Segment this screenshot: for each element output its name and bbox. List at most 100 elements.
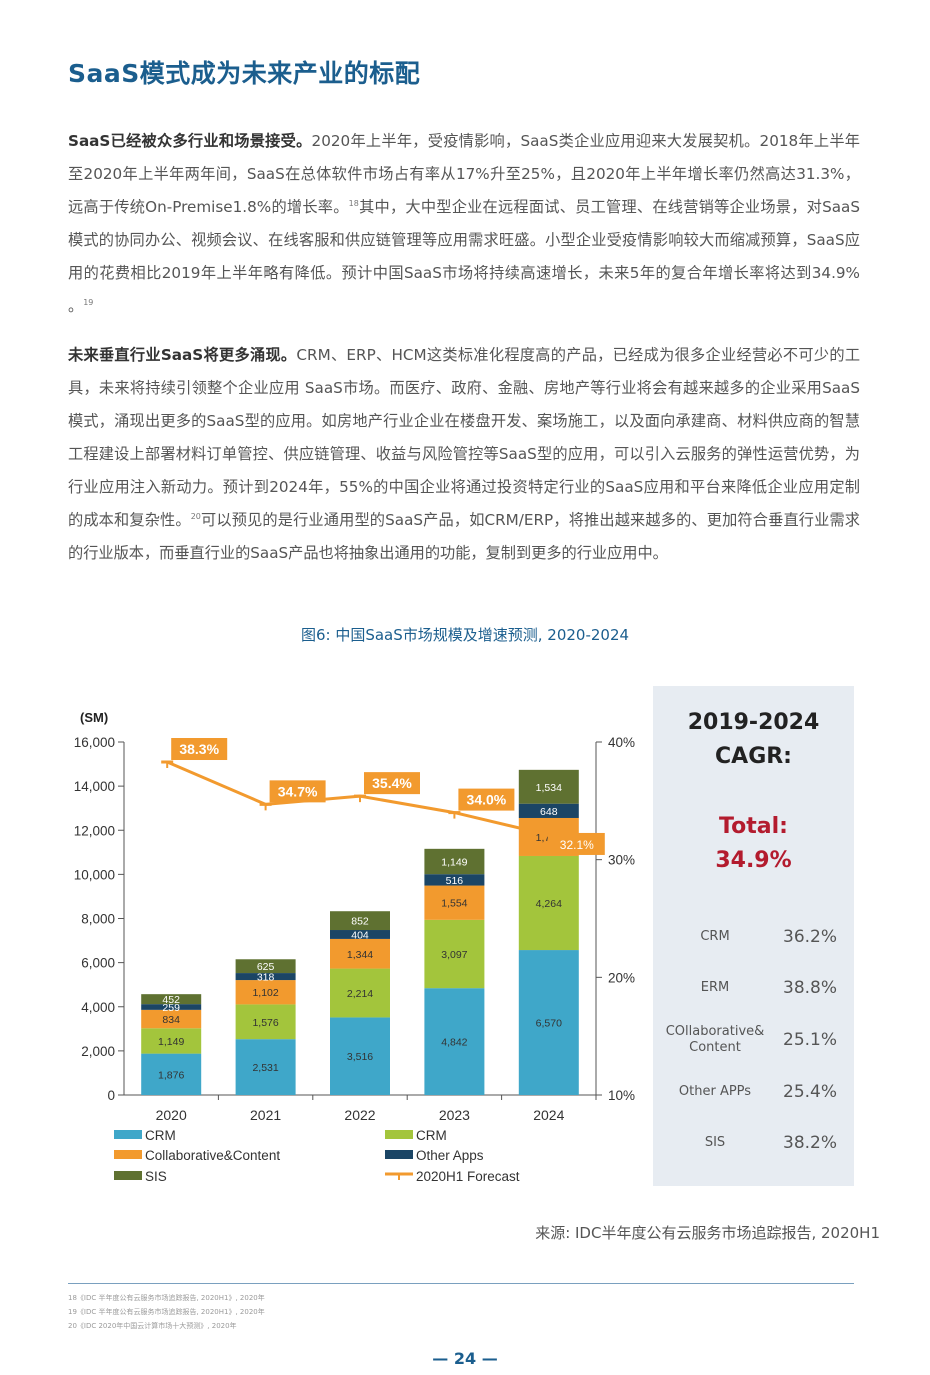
paragraph-lead: SaaS已经被众多行业和场景接受。 bbox=[68, 132, 312, 150]
bar-segment-1 bbox=[424, 919, 485, 989]
bar-data-label: 4,842 bbox=[441, 1037, 467, 1049]
paragraph-2: 未来垂直行业SaaS将更多涌现。CRM、ERP、HCM这类标准化程度高的产品，已… bbox=[68, 339, 860, 570]
growth-data-label: 38.3% bbox=[179, 741, 219, 757]
bar-data-label: 1,554 bbox=[441, 898, 467, 910]
bar-segment-1 bbox=[235, 1004, 296, 1040]
bar-data-label: 648 bbox=[540, 806, 558, 818]
cagr-row-crm: CRM 36.2% bbox=[653, 918, 854, 958]
footnote-ref[interactable]: 20 bbox=[190, 511, 201, 521]
y-tick-label-left: 16,000 bbox=[74, 735, 115, 750]
paragraph-text: 其中，大中型企业在远程面试、员工管理、在线营销等企业场景，对SaaS模式的协同办… bbox=[68, 198, 860, 315]
x-tick-label: 2020 bbox=[156, 1107, 187, 1123]
footnote-divider bbox=[68, 1283, 854, 1284]
bar-segment-0 bbox=[424, 988, 485, 1095]
y-tick-label-left: 6,000 bbox=[81, 956, 115, 971]
y-tick-label-right: 10% bbox=[608, 1088, 635, 1103]
y-tick-label-left: 0 bbox=[107, 1088, 115, 1103]
legend-swatch bbox=[114, 1171, 142, 1180]
y-tick-label-right: 40% bbox=[608, 735, 635, 750]
page-title: SaaS模式成为未来产业的标配 bbox=[68, 59, 421, 88]
bar-segment-3 bbox=[518, 803, 579, 818]
bar-data-label: 1,876 bbox=[158, 1069, 184, 1081]
cagr-title: 2019-2024 CAGR: bbox=[653, 706, 854, 774]
growth-data-label: 34.7% bbox=[278, 783, 318, 799]
legend-label: Collaborative&Content bbox=[145, 1148, 280, 1163]
bar-segment-4 bbox=[424, 848, 485, 875]
legend-label: SIS bbox=[145, 1169, 167, 1184]
bar-data-label: 452 bbox=[162, 994, 180, 1006]
y-axis-unit-label: (SM) bbox=[80, 710, 108, 725]
bar-segment-4 bbox=[141, 994, 202, 1005]
bar-segment-0 bbox=[141, 1053, 202, 1095]
bar-segment-4 bbox=[330, 911, 390, 931]
cagr-row-value: 25.1% bbox=[783, 1030, 838, 1050]
growth-label-bg bbox=[548, 832, 605, 855]
cagr-total-value: 34.9% bbox=[715, 848, 792, 873]
footnote-19: 19《IDC 半年度公有云服务市场追踪报告, 2020H1》, 2020年 bbox=[68, 1308, 265, 1316]
footnote-18: 18《IDC 半年度公有云服务市场追踪报告, 2020H1》, 2020年 bbox=[68, 1294, 265, 1302]
cagr-row-label: Other APPs bbox=[678, 1084, 752, 1099]
paragraph-1: SaaS已经被众多行业和场景接受。2020年上半年，受疫情影响，SaaS类企业应… bbox=[68, 125, 860, 323]
growth-data-label: 32.1% bbox=[560, 838, 594, 852]
bar-data-label: 852 bbox=[351, 916, 369, 928]
bar-segment-0 bbox=[330, 1017, 390, 1095]
source-note: 来源: IDC半年度公有云服务市场追踪报告, 2020H1 bbox=[535, 1224, 880, 1242]
legend-label: CRM bbox=[145, 1128, 176, 1143]
growth-label-bg bbox=[269, 780, 326, 803]
y-tick-label-right: 30% bbox=[608, 853, 635, 868]
bar-segment-0 bbox=[518, 950, 579, 1095]
x-tick-label: 2024 bbox=[533, 1107, 564, 1123]
cagr-row-label: CRM bbox=[700, 929, 730, 944]
x-tick-label: 2021 bbox=[250, 1107, 281, 1123]
bar-segment-1 bbox=[518, 855, 579, 951]
legend-label: 2020H1 Forecast bbox=[416, 1169, 520, 1184]
bar-data-label: 2,531 bbox=[252, 1062, 278, 1074]
y-tick-label-left: 14,000 bbox=[74, 779, 115, 794]
cagr-row-other-apps: Other APPs 25.4% bbox=[653, 1073, 854, 1113]
legend-label: CRM bbox=[416, 1128, 447, 1143]
bar-data-label: 1,102 bbox=[252, 987, 278, 999]
growth-label-bg bbox=[458, 788, 515, 811]
growth-label-bg bbox=[364, 772, 420, 795]
footnote-ref[interactable]: 19 bbox=[83, 297, 94, 307]
bar-data-label: 625 bbox=[257, 961, 275, 973]
bar-segment-2 bbox=[330, 938, 390, 969]
footnote-ref[interactable]: 18 bbox=[348, 198, 359, 208]
cagr-total-label: Total: bbox=[719, 814, 788, 839]
y-tick-label-left: 8,000 bbox=[81, 912, 115, 927]
bar-segment-3 bbox=[235, 973, 296, 981]
market-size-chart: (SM) 0 2,000 4,000 6,000 8,000 10,000 12,000 14,… bbox=[74, 710, 635, 1184]
y-tick-label-left: 10,000 bbox=[74, 867, 115, 882]
growth-data-label: 34.0% bbox=[467, 792, 507, 808]
y-tick-label-left: 12,000 bbox=[74, 823, 115, 838]
cagr-total: Total: 34.9% bbox=[653, 810, 854, 878]
page-number: — 24 — bbox=[432, 1349, 498, 1368]
footnote-20: 20《IDC 2020年中国云计算市场十大预测》, 2020年 bbox=[68, 1322, 237, 1330]
bar-data-label: 404 bbox=[351, 929, 369, 941]
figure-title: 图6: 中国SaaS市场规模及增速预测, 2020-2024 bbox=[300, 626, 630, 644]
bar-segment-3 bbox=[424, 874, 485, 886]
cagr-row-label: SIS bbox=[704, 1135, 726, 1150]
bar-data-label: 516 bbox=[446, 875, 464, 887]
cagr-row-value: 38.2% bbox=[783, 1133, 838, 1153]
bar-data-label: 3,097 bbox=[441, 949, 467, 961]
cagr-row-value: 25.4% bbox=[783, 1082, 838, 1102]
growth-data-label: 35.4% bbox=[372, 775, 412, 791]
bar-data-label: 834 bbox=[162, 1014, 180, 1026]
bar-segment-1 bbox=[330, 968, 390, 1018]
bar-segment-4 bbox=[518, 769, 579, 804]
bar-data-label: 3,516 bbox=[347, 1051, 373, 1063]
y-tick-label-left: 2,000 bbox=[81, 1044, 115, 1059]
bar-data-label: 318 bbox=[257, 972, 275, 984]
bar-data-label: 1,534 bbox=[536, 782, 562, 794]
paragraph-text: 可以预见的是行业通用型的SaaS产品，如CRM/ERP，将推出越来越多的、更加符… bbox=[68, 511, 860, 562]
cagr-row-label: COllaborative& Content bbox=[665, 1024, 765, 1055]
cagr-title-line2: CAGR: bbox=[715, 744, 792, 769]
bar-segment-4 bbox=[235, 959, 296, 974]
legend-swatch bbox=[114, 1150, 142, 1159]
bar-data-label: 1,576 bbox=[252, 1017, 278, 1029]
paragraph-lead: 未来垂直行业SaaS将更多涌现。 bbox=[68, 346, 297, 364]
legend-swatch bbox=[385, 1130, 413, 1139]
y-tick-label-left: 4,000 bbox=[81, 1000, 115, 1015]
growth-label-bg bbox=[171, 738, 228, 761]
